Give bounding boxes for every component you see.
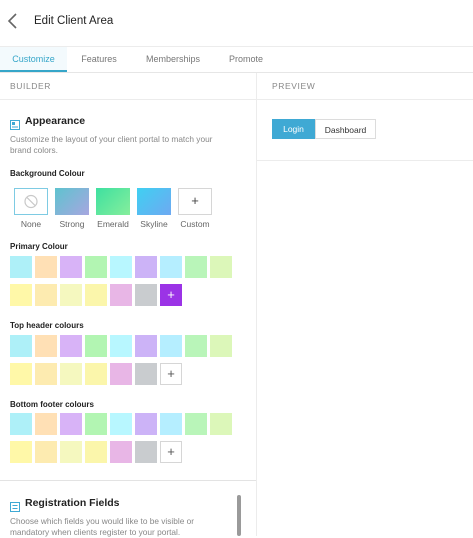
- appearance-description-line1: Customize the layout of your client port…: [10, 134, 213, 144]
- back-chevron-icon[interactable]: [6, 12, 24, 32]
- bottom-footer-colour-swatch[interactable]: [135, 413, 157, 435]
- bottom-footer-colour-swatch[interactable]: [10, 413, 32, 435]
- primary-colour-swatch[interactable]: [10, 284, 32, 306]
- form-icon: [10, 499, 20, 512]
- tab-features[interactable]: Features: [81, 54, 117, 64]
- primary-colour-swatch[interactable]: [160, 256, 182, 278]
- background-strong-option[interactable]: [55, 188, 89, 215]
- primary-colour-swatch[interactable]: [60, 256, 82, 278]
- appearance-description: Customize the layout of your client port…: [10, 134, 240, 156]
- primary-colour-add-colour-button[interactable]: +: [160, 284, 182, 306]
- preview-login-button[interactable]: Login: [272, 119, 315, 139]
- background-skyline-option[interactable]: [137, 188, 171, 215]
- preview-panel: Login Dashboard: [257, 100, 473, 161]
- primary-colour-swatch[interactable]: [35, 284, 57, 306]
- bottom-footer-colour-swatch[interactable]: [185, 413, 207, 435]
- background-emerald-option[interactable]: [96, 188, 130, 215]
- top-header-colour-swatch[interactable]: [185, 335, 207, 357]
- registration-description-line2: mandatory when clients register to your …: [10, 527, 181, 537]
- top-header-colour-add-colour-button[interactable]: +: [160, 363, 182, 385]
- primary-colour-swatch[interactable]: [85, 256, 107, 278]
- preview-header: PREVIEW: [257, 73, 473, 100]
- primary-colour-swatch[interactable]: [185, 256, 207, 278]
- top-header-colour-swatch[interactable]: [110, 335, 132, 357]
- scrollbar-thumb[interactable]: [237, 495, 241, 536]
- background-strong-label: Strong: [59, 219, 85, 229]
- column-divider: [256, 99, 257, 536]
- top-header-colour-swatch[interactable]: [135, 335, 157, 357]
- bottom-footer-colour-swatch[interactable]: [35, 441, 57, 463]
- builder-header: BUILDER: [0, 73, 257, 100]
- preview-dashboard-button[interactable]: Dashboard: [315, 119, 376, 139]
- top-header-colour-swatch[interactable]: [35, 335, 57, 357]
- bottom-footer-colour-swatch[interactable]: [10, 441, 32, 463]
- bottom-footer-colours-title: Bottom footer colours: [10, 400, 94, 409]
- top-bar: Edit Client Area: [0, 0, 473, 47]
- top-header-colour-swatch[interactable]: [210, 335, 232, 357]
- top-header-colour-swatch[interactable]: [10, 363, 32, 385]
- primary-colour-title: Primary Colour: [10, 242, 68, 251]
- bottom-footer-colour-swatch[interactable]: [135, 441, 157, 463]
- section-divider: [0, 480, 256, 481]
- bottom-footer-colour-add-colour-button[interactable]: +: [160, 441, 182, 463]
- builder-label: BUILDER: [10, 81, 52, 91]
- bottom-footer-colour-swatch[interactable]: [210, 413, 232, 435]
- appearance-title: Appearance: [25, 115, 86, 127]
- bottom-footer-colour-swatch[interactable]: [85, 413, 107, 435]
- primary-colour-swatch[interactable]: [60, 284, 82, 306]
- primary-colour-swatch[interactable]: [110, 256, 132, 278]
- registration-description-line1: Choose which fields you would like to be…: [10, 516, 195, 526]
- background-skyline-label: Skyline: [140, 219, 168, 229]
- preview-label: PREVIEW: [272, 81, 316, 91]
- primary-colour-swatch[interactable]: [210, 256, 232, 278]
- top-header-colour-swatch[interactable]: [60, 363, 82, 385]
- bottom-footer-colour-swatch[interactable]: [110, 441, 132, 463]
- top-header-colour-swatch[interactable]: [135, 363, 157, 385]
- bottom-footer-colour-swatch[interactable]: [35, 413, 57, 435]
- tab-bar: Customize Features Memberships Promote: [0, 47, 473, 73]
- top-header-colour-swatch[interactable]: [10, 335, 32, 357]
- palette-icon: [10, 117, 20, 130]
- primary-colour-swatch[interactable]: [85, 284, 107, 306]
- page-title: Edit Client Area: [34, 15, 114, 27]
- background-custom-option[interactable]: +: [178, 188, 212, 215]
- background-emerald-label: Emerald: [97, 219, 129, 229]
- bottom-footer-colour-swatch[interactable]: [85, 441, 107, 463]
- top-header-colours-title: Top header colours: [10, 321, 84, 330]
- ban-icon: [24, 194, 38, 209]
- top-header-colour-swatch[interactable]: [60, 335, 82, 357]
- primary-colour-swatch[interactable]: [135, 284, 157, 306]
- primary-colour-swatch[interactable]: [35, 256, 57, 278]
- tab-customize[interactable]: Customize: [0, 47, 67, 72]
- tab-memberships[interactable]: Memberships: [145, 54, 201, 64]
- background-colour-title: Background Colour: [10, 169, 85, 178]
- primary-colour-swatch[interactable]: [110, 284, 132, 306]
- background-none-label: None: [20, 219, 42, 229]
- primary-colour-swatch[interactable]: [135, 256, 157, 278]
- background-none-option[interactable]: [14, 188, 48, 215]
- bottom-footer-colour-swatch[interactable]: [60, 413, 82, 435]
- appearance-description-line2: brand colors.: [10, 145, 58, 155]
- plus-icon: +: [191, 193, 199, 208]
- top-header-colour-swatch[interactable]: [85, 335, 107, 357]
- top-header-colour-swatch[interactable]: [35, 363, 57, 385]
- top-header-colour-swatch[interactable]: [110, 363, 132, 385]
- background-custom-label: Custom: [180, 219, 210, 229]
- registration-title: Registration Fields: [25, 497, 120, 509]
- registration-description: Choose which fields you would like to be…: [10, 516, 240, 538]
- top-header-colour-swatch[interactable]: [85, 363, 107, 385]
- primary-colour-swatch[interactable]: [10, 256, 32, 278]
- tab-promote[interactable]: Promote: [228, 54, 263, 64]
- bottom-footer-colour-swatch[interactable]: [60, 441, 82, 463]
- bottom-footer-colour-swatch[interactable]: [110, 413, 132, 435]
- bottom-footer-colour-swatch[interactable]: [160, 413, 182, 435]
- top-header-colour-swatch[interactable]: [160, 335, 182, 357]
